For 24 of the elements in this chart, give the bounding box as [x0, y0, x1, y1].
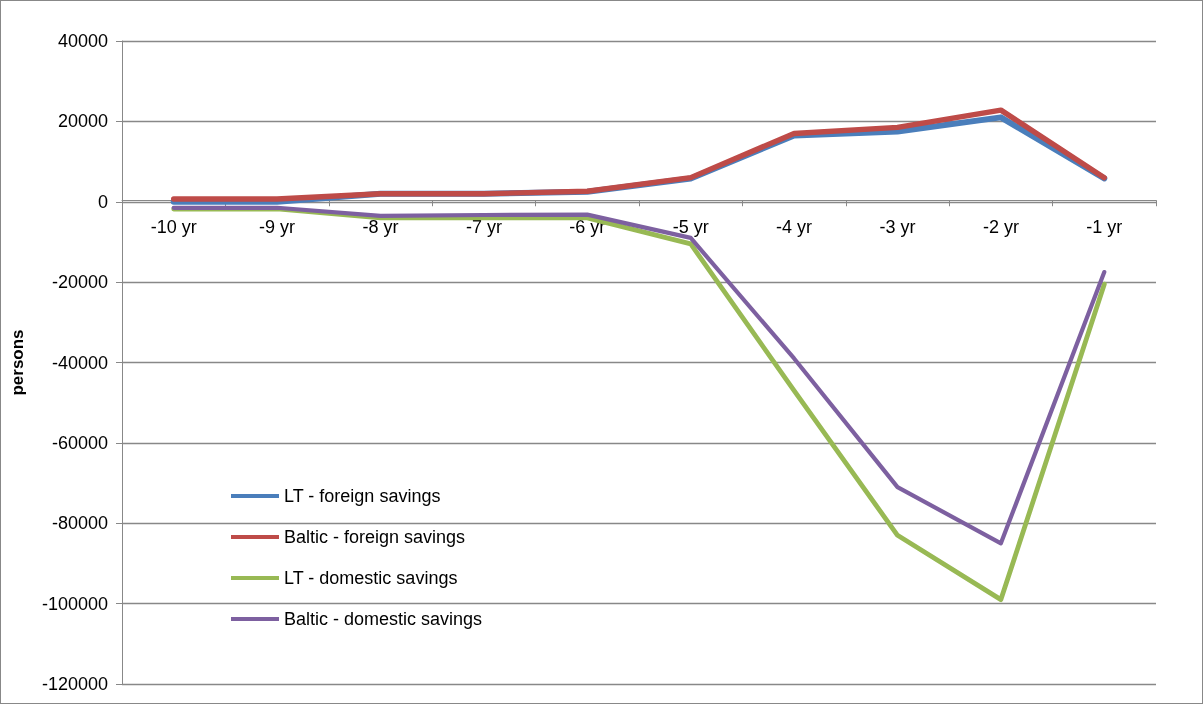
y-tick-label: -80000	[51, 513, 108, 534]
x-tick-label: -5 yr	[672, 217, 709, 238]
x-tick-label: -9 yr	[259, 217, 296, 238]
y-tick-label: 20000	[57, 111, 108, 132]
y-axis-title: persons	[8, 329, 27, 396]
legend-label: Baltic - foreign savings	[284, 527, 466, 547]
y-tick-label: -60000	[51, 432, 108, 453]
legend-label: LT - domestic savings	[284, 568, 458, 588]
x-tick-label: -4 yr	[776, 217, 813, 238]
y-tick-label: -120000	[41, 674, 108, 694]
x-tick-label: -8 yr	[362, 217, 399, 238]
x-tick-label: -10 yr	[150, 217, 197, 238]
y-tick-label: 0	[97, 191, 108, 212]
x-tick-label: -6 yr	[569, 217, 606, 238]
x-tick-label: -1 yr	[1086, 217, 1123, 238]
legend-label: Baltic - domestic savings	[284, 609, 483, 629]
x-tick-label: -2 yr	[982, 217, 1019, 238]
legend-label: LT - foreign savings	[284, 486, 441, 506]
y-tick-label: -40000	[51, 352, 108, 373]
x-tick-label: -7 yr	[465, 217, 502, 238]
y-tick-label: 40000	[57, 31, 108, 51]
y-tick-label: -20000	[51, 272, 108, 293]
y-tick-label: -100000	[41, 593, 108, 614]
x-tick-label: -3 yr	[879, 217, 916, 238]
